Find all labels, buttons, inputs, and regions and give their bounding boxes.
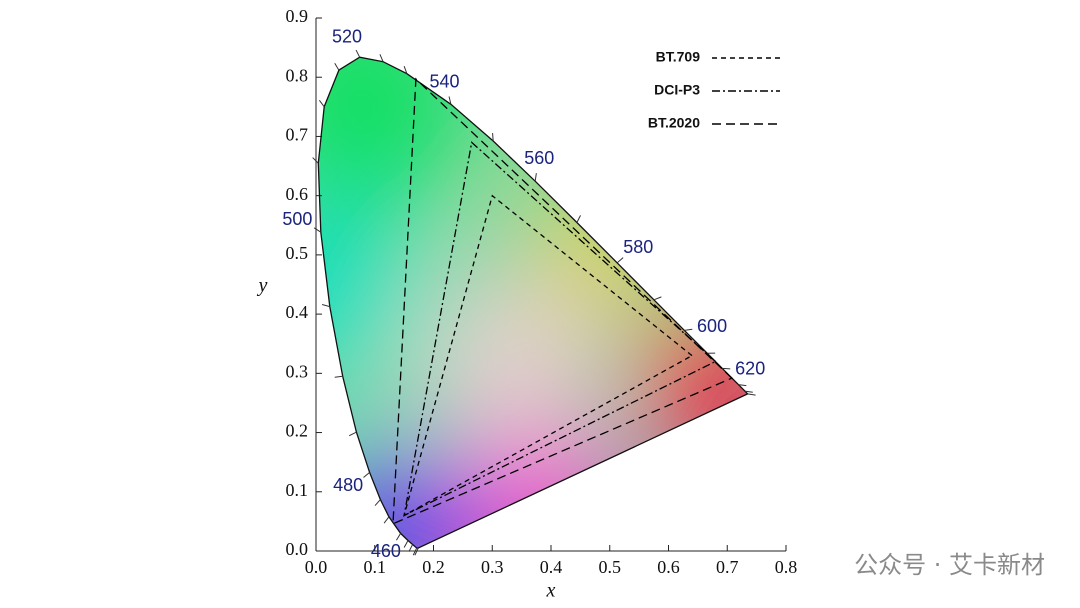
locus-tick xyxy=(403,540,409,548)
x-tick-label: 0.0 xyxy=(305,557,328,577)
y-tick-label: 0.7 xyxy=(286,125,309,145)
locus-tick xyxy=(412,547,418,556)
y-tick-label: 0.1 xyxy=(286,480,309,500)
legend-label: DCI-P3 xyxy=(654,82,700,98)
gamut-triangle xyxy=(403,141,717,517)
x-tick-label: 0.8 xyxy=(775,557,798,577)
x-axis-title: x xyxy=(546,580,556,602)
y-tick-label: 0.4 xyxy=(286,302,309,322)
locus-tick xyxy=(616,257,624,264)
fill-blend xyxy=(318,57,748,548)
wavelength-label: 600 xyxy=(697,316,727,336)
x-tick-label: 0.6 xyxy=(657,557,680,577)
y-tick-label: 0.6 xyxy=(286,184,309,204)
locus-tick xyxy=(492,132,494,142)
x-tick-label: 0.1 xyxy=(364,557,387,577)
locus-tick xyxy=(414,547,419,556)
color-fill xyxy=(318,57,748,548)
locus-tick xyxy=(313,227,322,233)
locus-tick xyxy=(379,54,384,62)
locus-tick xyxy=(348,431,357,437)
y-tick-label: 0.3 xyxy=(286,361,309,381)
locus-tick xyxy=(355,49,361,58)
y-tick-label: 0.0 xyxy=(286,539,309,559)
locus-tick xyxy=(403,66,408,74)
y-tick-label: 0.5 xyxy=(286,243,309,263)
locus-tick xyxy=(363,472,370,478)
gamut-triangle xyxy=(403,194,694,517)
locus-tick xyxy=(334,62,340,71)
gamut-triangle xyxy=(392,77,734,525)
locus-tick xyxy=(318,100,325,108)
x-tick-label: 0.2 xyxy=(422,557,445,577)
locus-tick xyxy=(383,516,390,524)
locus-tick xyxy=(312,157,319,164)
x-tick-label: 0.3 xyxy=(481,557,504,577)
locus-tick xyxy=(534,173,537,182)
y-axis-title: y xyxy=(257,275,268,297)
locus-tick xyxy=(395,533,402,541)
locus-tick xyxy=(321,304,330,308)
y-tick-label: 0.2 xyxy=(286,421,309,441)
locus-tick xyxy=(448,96,452,105)
locus-tick xyxy=(374,499,381,506)
y-tick-label: 0.9 xyxy=(286,6,309,26)
locus-tick xyxy=(684,328,693,331)
locus-tick xyxy=(334,375,343,378)
wavelength-label: 460 xyxy=(371,541,401,561)
y-tick-label: 0.8 xyxy=(286,65,309,85)
legend-label: BT.2020 xyxy=(648,115,700,131)
wavelength-label: 560 xyxy=(524,148,554,168)
locus-tick xyxy=(738,384,747,387)
locus-tick xyxy=(408,544,414,552)
wavelength-label: 580 xyxy=(623,237,653,257)
wavelength-label: 480 xyxy=(333,475,363,495)
x-tick-label: 0.7 xyxy=(716,557,739,577)
watermark: 公众号 · 艾卡新材 xyxy=(854,551,1045,579)
locus-tick xyxy=(744,390,753,393)
locus-tick xyxy=(747,393,756,396)
wavelength-label: 500 xyxy=(282,209,312,229)
legend-label: BT.709 xyxy=(656,49,701,65)
x-tick-label: 0.5 xyxy=(599,557,622,577)
x-tick-label: 0.4 xyxy=(540,557,563,577)
locus-tick xyxy=(576,215,581,223)
wavelength-label: 540 xyxy=(429,72,459,92)
wavelength-label: 620 xyxy=(735,358,765,378)
locus-tick xyxy=(653,296,662,301)
wavelength-label: 520 xyxy=(332,26,362,46)
